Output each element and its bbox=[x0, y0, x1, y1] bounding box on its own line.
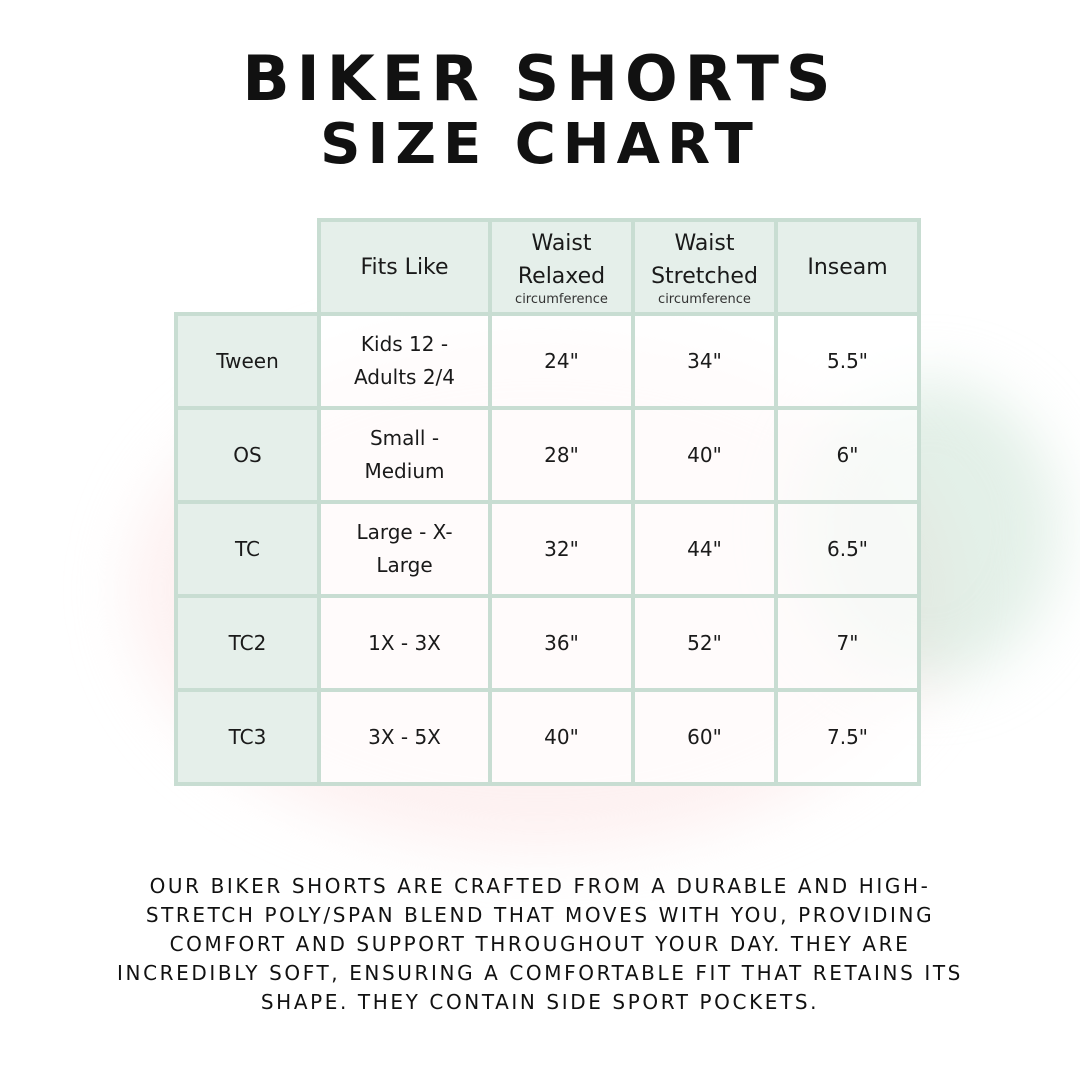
description-line: shape. They contain side sport pockets. bbox=[260, 990, 820, 1014]
fits-like-cell: 3X - 5X bbox=[317, 688, 492, 786]
size-cell: TC2 bbox=[174, 594, 321, 692]
waist-relaxed-cell: 28" bbox=[488, 406, 635, 504]
table-row: TC2 1X - 3X 36" 52" 7" bbox=[174, 594, 921, 692]
fits-like-cell: Large - X-Large bbox=[317, 500, 492, 598]
table-row: OS Small - Medium 28" 40" 6" bbox=[174, 406, 921, 504]
page-subtitle: SIZE CHART bbox=[320, 112, 760, 177]
description-line: stretch poly/span blend that moves with … bbox=[145, 903, 935, 927]
fits-like-cell: Kids 12 - Adults 2/4 bbox=[317, 312, 492, 410]
waist-relaxed-cell: 32" bbox=[488, 500, 635, 598]
inseam-cell: 7.5" bbox=[774, 688, 921, 786]
corner-cell bbox=[176, 220, 319, 314]
waist-stretched-cell: 34" bbox=[631, 312, 778, 410]
inseam-cell: 5.5" bbox=[774, 312, 921, 410]
description-line: Our biker shorts are crafted from a dura… bbox=[149, 874, 931, 898]
waist-stretched-cell: 60" bbox=[631, 688, 778, 786]
header-inseam: Inseam bbox=[774, 218, 921, 316]
inseam-cell: 6" bbox=[774, 406, 921, 504]
header-waist-stretched: Waist Stretched circumference bbox=[631, 218, 778, 316]
header-fits-like: Fits Like bbox=[317, 218, 492, 316]
page-title: BIKER SHORTS bbox=[242, 42, 838, 115]
header-waist-relaxed: Waist Relaxed circumference bbox=[488, 218, 635, 316]
table-row: TC Large - X-Large 32" 44" 6.5" bbox=[174, 500, 921, 598]
description-line: comfort and support throughout your day.… bbox=[169, 932, 911, 956]
waist-stretched-cell: 44" bbox=[631, 500, 778, 598]
waist-stretched-cell: 52" bbox=[631, 594, 778, 692]
waist-relaxed-cell: 36" bbox=[488, 594, 635, 692]
waist-relaxed-cell: 24" bbox=[488, 312, 635, 410]
size-cell: TC3 bbox=[174, 688, 321, 786]
product-description: Our biker shorts are crafted from a dura… bbox=[60, 872, 1020, 1017]
waist-relaxed-cell: 40" bbox=[488, 688, 635, 786]
table-row: Tween Kids 12 - Adults 2/4 24" 34" 5.5" bbox=[174, 312, 921, 410]
size-cell: Tween bbox=[174, 312, 321, 410]
header-row: Fits Like Waist Relaxed circumference Wai… bbox=[176, 218, 921, 316]
inseam-cell: 7" bbox=[774, 594, 921, 692]
size-cell: OS bbox=[174, 406, 321, 504]
waist-stretched-cell: 40" bbox=[631, 406, 778, 504]
description-line: incredibly soft, ensuring a comfortable … bbox=[117, 961, 963, 985]
size-cell: TC bbox=[174, 500, 321, 598]
fits-like-cell: Small - Medium bbox=[317, 406, 492, 504]
fits-like-cell: 1X - 3X bbox=[317, 594, 492, 692]
size-chart-table: Fits Like Waist Relaxed circumference Wai… bbox=[174, 218, 921, 786]
inseam-cell: 6.5" bbox=[774, 500, 921, 598]
table-row: TC3 3X - 5X 40" 60" 7.5" bbox=[174, 688, 921, 786]
